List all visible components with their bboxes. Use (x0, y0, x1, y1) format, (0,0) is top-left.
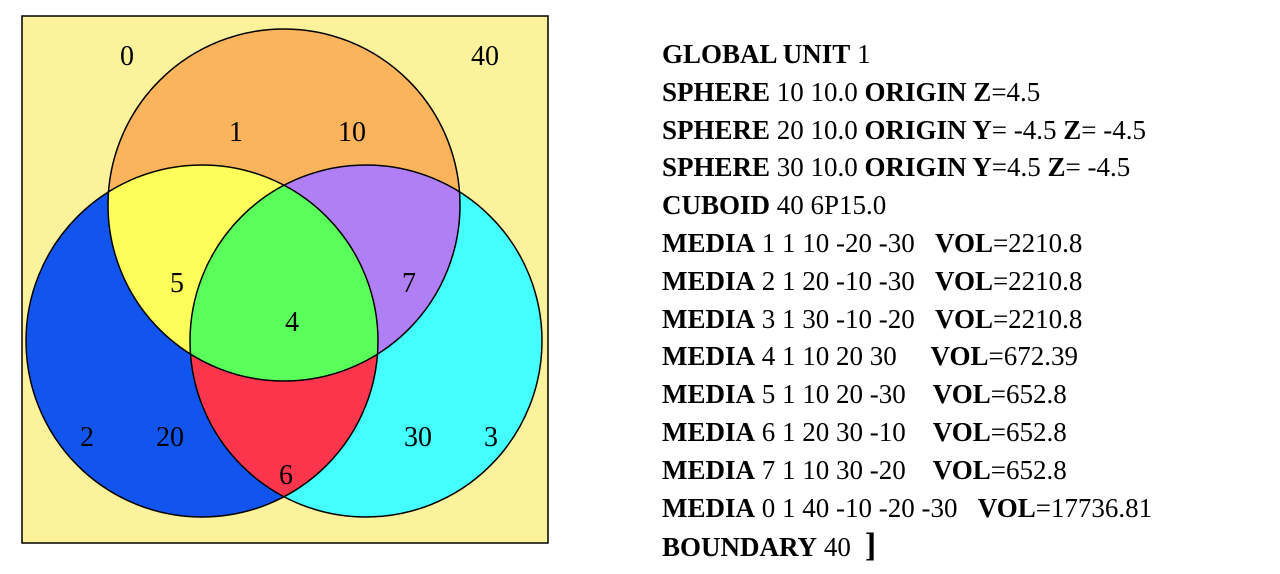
code-value: =2210.8 (992, 303, 1083, 334)
code-value: =652.8 (990, 379, 1067, 410)
code-value: =2210.8 (992, 265, 1083, 296)
code-keyword: BOUNDARY (662, 532, 818, 563)
top-sphere-outline (107, 28, 461, 382)
code-value: 40 (817, 532, 851, 563)
label-top-b: 10 (338, 117, 366, 148)
code-value: 6 1 20 30 -10 (755, 416, 933, 447)
label-left-b: 20 (156, 422, 184, 453)
code-value: 20 10.0 (770, 114, 865, 145)
code-keyword: VOL (934, 303, 993, 334)
code-value: =2210.8 (992, 227, 1083, 258)
venn-diagram: 0 40 1 10 5 7 4 2 20 30 3 6 (21, 15, 549, 544)
label-region-4: 4 (285, 307, 299, 338)
code-value: 1 (850, 39, 871, 69)
code-line: MEDIA 1 1 10 -20 -30 VOL=2210.8 (662, 225, 1272, 263)
label-region-7: 7 (402, 268, 416, 299)
label-top-a: 1 (229, 117, 243, 148)
code-keyword: SPHERE (662, 152, 771, 183)
code-value: =652.8 (990, 416, 1067, 447)
code-value: = -4.5 (1065, 152, 1131, 183)
code-keyword: MEDIA (662, 265, 755, 296)
label-region-6: 6 (279, 460, 293, 491)
code-keyword: MEDIA (662, 416, 755, 447)
code-keyword: MEDIA (662, 227, 755, 258)
code-line: MEDIA 7 1 10 30 -20 VOL=652.8 (662, 452, 1272, 490)
code-keyword: VOL (934, 227, 993, 258)
left-sphere-outline (25, 164, 379, 518)
code-keyword: VOL (932, 379, 991, 410)
code-value: 40 6P15.0 (770, 190, 887, 221)
code-value: = -4.5 (991, 114, 1064, 145)
code-value: 0 1 40 -10 -20 -30 (755, 492, 978, 523)
label-region-5: 5 (170, 268, 184, 299)
code-line: SPHERE 30 10.0 ORIGIN Y=4.5 Z= -4.5 (662, 149, 1272, 187)
code-line: MEDIA 0 1 40 -10 -20 -30 VOL=17736.81 (662, 490, 1272, 528)
code-keyword: VOL (977, 492, 1036, 523)
code-value: 2 1 20 -10 -30 (755, 265, 935, 296)
code-keyword: SPHERE (662, 114, 771, 145)
right-sphere-outline (189, 164, 543, 518)
code-line: MEDIA 5 1 10 20 -30 VOL=652.8 (662, 376, 1272, 414)
code-line: SPHERE 20 10.0 ORIGIN Y= -4.5 Z= -4.5 (662, 112, 1272, 150)
code-keyword: MEDIA (662, 341, 755, 372)
code-value: 10 10.0 (770, 76, 865, 107)
code-value: 4 1 10 20 30 (755, 341, 931, 372)
code-keyword: ORIGIN Z (864, 76, 992, 107)
closing-bracket: ] (864, 527, 877, 565)
code-keyword: Z (1047, 152, 1066, 183)
code-keyword: SPHERE (662, 76, 771, 107)
code-value: =17736.81 (1035, 492, 1153, 523)
code-keyword: VOL (932, 454, 991, 485)
code-keyword: VOL (932, 416, 991, 447)
code-keyword: MEDIA (662, 454, 755, 485)
code-value: = -4.5 (1081, 114, 1146, 145)
region-center-overlap (190, 165, 378, 381)
code-keyword: MEDIA (662, 492, 755, 523)
code-keyword: CUBOID (662, 190, 771, 221)
label-cuboid-right: 40 (471, 41, 499, 72)
code-line: BOUNDARY 40] (662, 527, 1272, 567)
code-keyword: MEDIA (662, 379, 755, 410)
code-keyword: MEDIA (662, 303, 755, 334)
label-cuboid-left: 0 (120, 41, 134, 72)
code-keyword: ORIGIN Y (864, 114, 992, 145)
code-line: SPHERE 10 10.0 ORIGIN Z=4.5 (662, 74, 1272, 112)
code-value: 7 1 10 30 -20 (755, 454, 933, 485)
label-right-b: 3 (484, 422, 498, 453)
code-keyword: GLOBAL UNIT (662, 39, 851, 69)
code-value: 5 1 10 20 -30 (755, 379, 933, 410)
code-value: =652.8 (990, 454, 1067, 485)
geometry-input-listing: GLOBAL UNIT 1 SPHERE 10 10.0 ORIGIN Z=4.5… (662, 36, 1272, 567)
code-value: 30 10.0 (770, 152, 865, 183)
code-line: MEDIA 3 1 30 -10 -20 VOL=2210.8 (662, 301, 1272, 339)
label-right-a: 30 (404, 422, 432, 453)
code-line: GLOBAL UNIT 1 (662, 36, 1272, 74)
code-line: MEDIA 2 1 20 -10 -30 VOL=2210.8 (662, 263, 1272, 301)
code-value: 1 1 10 -20 -30 (755, 227, 935, 258)
code-line: MEDIA 6 1 20 30 -10 VOL=652.8 (662, 414, 1272, 452)
code-value: =672.39 (988, 341, 1078, 372)
code-value: 3 1 30 -10 -20 (755, 303, 935, 334)
code-value: =4.5 (991, 76, 1041, 107)
label-left-a: 2 (80, 422, 94, 453)
code-keyword: ORIGIN Y (864, 152, 992, 183)
code-keyword: Z (1063, 114, 1082, 145)
code-keyword: VOL (930, 341, 989, 372)
code-keyword: VOL (934, 265, 993, 296)
code-value: =4.5 (991, 152, 1048, 183)
code-line: CUBOID 40 6P15.0 (662, 187, 1272, 225)
code-line: MEDIA 4 1 10 20 30 VOL=672.39 (662, 338, 1272, 376)
